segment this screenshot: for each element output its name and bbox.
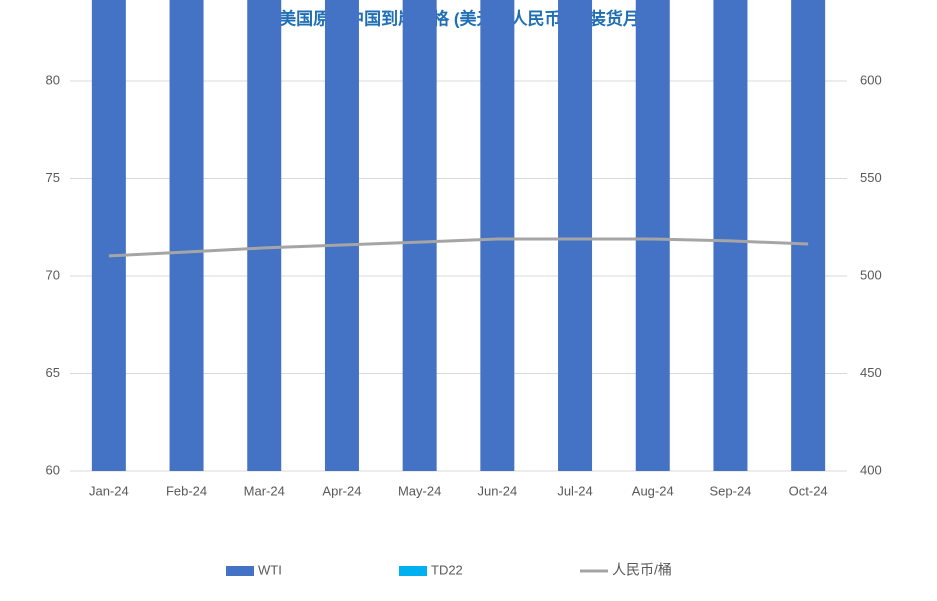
y2-tick-label: 400 bbox=[860, 462, 882, 477]
bar bbox=[402, 0, 437, 471]
bar bbox=[791, 0, 826, 472]
x-tick-label: Jun-24 bbox=[477, 483, 517, 498]
y2-tick-label: 550 bbox=[860, 170, 882, 185]
y-tick-label: 65 bbox=[46, 365, 60, 380]
y-tick-label: 70 bbox=[46, 267, 60, 282]
y2-tick-label: 500 bbox=[860, 267, 882, 282]
bar bbox=[480, 0, 515, 471]
bar bbox=[558, 0, 593, 472]
bar bbox=[91, 0, 126, 471]
x-tick-label: Mar-24 bbox=[244, 483, 285, 498]
bar bbox=[324, 0, 359, 471]
bar bbox=[169, 0, 204, 471]
x-tick-label: Aug-24 bbox=[632, 483, 674, 498]
bar bbox=[635, 0, 670, 471]
bar bbox=[713, 0, 748, 471]
bar bbox=[247, 0, 282, 471]
y2-tick-label: 450 bbox=[860, 365, 882, 380]
y-tick-label: 80 bbox=[46, 72, 60, 87]
line bbox=[108, 237, 809, 258]
legend-swatch bbox=[399, 566, 427, 576]
x-tick-label: Feb-24 bbox=[166, 483, 207, 498]
y-tick-label: 60 bbox=[46, 462, 60, 477]
x-tick-label: Jul-24 bbox=[557, 483, 592, 498]
x-tick-label: Jan-24 bbox=[89, 483, 129, 498]
legend-swatch bbox=[226, 566, 254, 576]
legend-label: TD22 bbox=[431, 562, 463, 577]
legend-label: 人民币/桶 bbox=[612, 562, 672, 578]
x-tick-label: Oct-24 bbox=[789, 483, 828, 498]
y-tick-label: 75 bbox=[46, 170, 60, 185]
legend-label: WTI bbox=[258, 562, 282, 577]
x-tick-label: Sep-24 bbox=[709, 483, 751, 498]
x-tick-label: Apr-24 bbox=[322, 483, 361, 498]
y2-tick-label: 600 bbox=[860, 72, 882, 87]
x-tick-label: May-24 bbox=[398, 483, 441, 498]
